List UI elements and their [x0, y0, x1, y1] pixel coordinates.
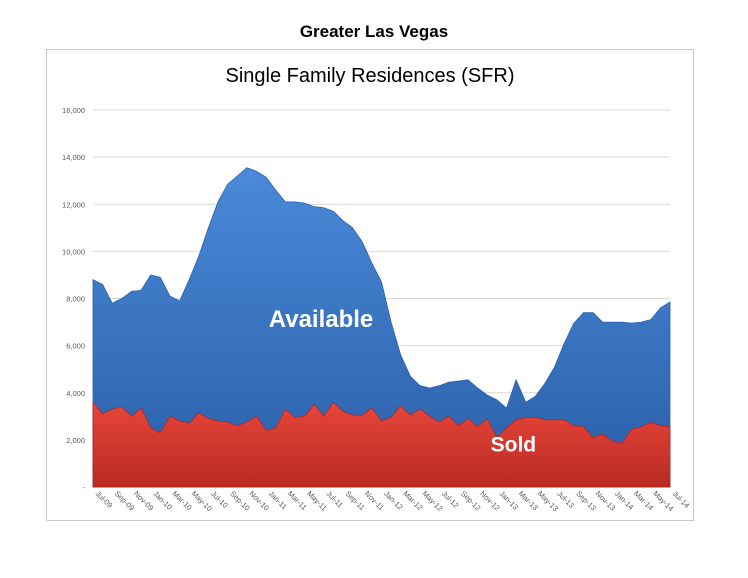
- y-tick-label: -: [83, 483, 86, 492]
- chart-svg: Single Family Residences (SFR) - 2,000 4,0…: [62, 65, 692, 513]
- x-tick-label: Mar-10: [171, 489, 194, 512]
- y-tick-label: 8,000: [66, 295, 85, 304]
- x-tick-label: Mar-14: [632, 489, 655, 512]
- page-title: Greater Las Vegas: [299, 22, 449, 41]
- y-tick-label: 16,000: [62, 106, 85, 115]
- area-sold: [92, 401, 671, 488]
- x-tick-label: May-14: [651, 489, 675, 513]
- x-tick-label: Sep-12: [459, 489, 482, 512]
- series-labels: Available Sold: [269, 306, 536, 457]
- x-tick-label: Nov-13: [594, 489, 617, 512]
- y-tick-label: 14,000: [62, 153, 85, 162]
- x-tick-label: Jan-11: [267, 489, 289, 511]
- area-available: [92, 167, 671, 488]
- x-tick-label: Nov-11: [363, 489, 386, 512]
- y-axis-ticks: - 2,000 4,000 6,000 8,000 10,000 12,000 14,000 1…: [62, 106, 85, 492]
- y-tick-label: 12,000: [62, 200, 85, 209]
- x-tick-label: Sep-09: [113, 489, 136, 512]
- y-tick-label: 2,000: [66, 436, 85, 445]
- x-tick-label: Nov-10: [247, 489, 270, 512]
- x-tick-label: Mar-12: [401, 489, 424, 512]
- x-tick-label: Jan-13: [497, 489, 520, 512]
- y-tick-label: 6,000: [66, 342, 85, 351]
- series-label-available: Available: [269, 306, 374, 333]
- x-tick-label: Jan-14: [613, 489, 636, 512]
- x-tick-label: May-10: [190, 489, 214, 513]
- y-tick-label: 10,000: [62, 247, 85, 256]
- x-tick-label: Jan-10: [151, 489, 174, 512]
- x-tick-label: Jan-12: [382, 489, 405, 512]
- y-tick-label: 4,000: [66, 389, 85, 398]
- x-tick-label: Sep-10: [228, 489, 251, 512]
- x-tick-label: May-12: [421, 489, 445, 513]
- x-axis-ticks: Jul-09Sep-09Nov-09Jan-10Mar-10May-10Jul-…: [94, 489, 692, 513]
- x-tick-label: Mar-11: [286, 489, 309, 512]
- x-tick-label: Jul-09: [94, 489, 115, 510]
- series-label-sold: Sold: [491, 434, 537, 457]
- x-tick-label: May-11: [305, 489, 329, 513]
- x-tick-label: Nov-09: [132, 489, 155, 512]
- x-tick-label: Mar-13: [517, 489, 540, 512]
- areas: [92, 167, 671, 488]
- x-tick-label: Sep-13: [574, 489, 597, 512]
- chart-title: Single Family Residences (SFR): [226, 65, 515, 87]
- chart-frame: Single Family Residences (SFR) - 2,000 4,0…: [46, 49, 694, 521]
- x-tick-label: Nov-12: [478, 489, 501, 512]
- x-tick-label: May-13: [536, 489, 560, 513]
- x-tick-label: Sep-11: [344, 489, 367, 512]
